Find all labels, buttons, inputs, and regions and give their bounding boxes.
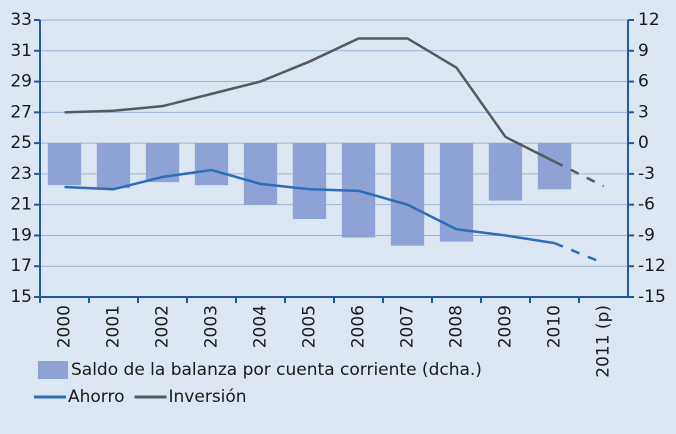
bar [537,143,572,190]
y-tick-label: 29 [10,72,32,92]
y-tick-label: 23 [10,164,32,184]
legend-label: Ahorro [68,387,125,407]
y-tick-label: 19 [10,225,32,245]
y2-tick-label: 9 [638,41,649,61]
line [64,168,555,245]
bar [47,143,82,186]
bar [488,143,523,201]
y-tick-label: 33 [10,10,32,30]
y2-tick-label: -9 [638,225,655,245]
y-tick-label: 21 [10,195,32,215]
x-tick-label: 2003 [202,305,222,348]
y-tick-label: 15 [10,287,32,307]
x-tick-label: 2010 [545,305,565,348]
x-tick-label: 2002 [153,305,173,348]
y-tick-label: 31 [10,41,32,61]
x-tick-label: 2005 [300,305,320,348]
x-tick-label: 2001 [104,305,124,348]
y2-tick-label: -12 [638,256,666,276]
bar [390,143,425,246]
y2-tick-label: 3 [638,102,649,122]
y2-tick-label: -15 [638,287,666,307]
x-tick-label: 2006 [349,305,369,348]
y2-tick-label: 6 [638,72,649,92]
legend-label: Inversión [169,387,247,407]
y-tick-label: 17 [10,256,32,276]
x-tick-label: 2011 (p) [594,305,614,378]
x-tick-label: 2009 [496,305,516,348]
x-tick-label: 2004 [251,305,271,348]
legend-swatch [38,361,68,379]
y2-tick-label: 12 [638,10,660,30]
y2-tick-label: -3 [638,164,655,184]
line [64,37,556,163]
y2-tick-label: 0 [638,133,649,153]
bar [243,143,278,205]
bar [194,143,229,186]
y2-tick-label: -6 [638,195,655,215]
bar [292,143,327,220]
line-projection [554,241,604,265]
x-tick-label: 2008 [447,305,467,348]
y-tick-label: 25 [10,133,32,153]
legend-label: Saldo de la balanza por cuenta corriente… [71,360,482,380]
x-tick-label: 2007 [398,305,418,348]
bar [96,143,131,189]
y-tick-label: 27 [10,102,32,122]
bar [439,143,474,242]
x-tick-label: 2000 [55,305,75,348]
